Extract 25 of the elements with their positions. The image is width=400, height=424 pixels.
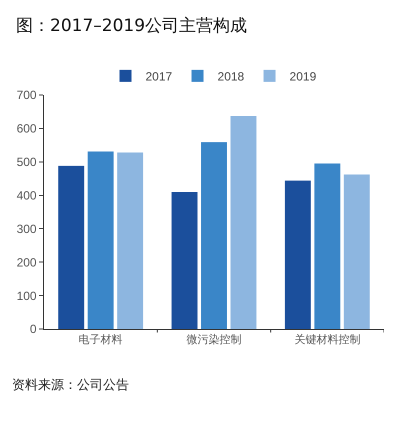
bar bbox=[284, 180, 311, 329]
x-tick-label: 电子材料 bbox=[78, 333, 123, 346]
y-tick-label: 400 bbox=[16, 188, 37, 202]
y-tick-label: 300 bbox=[16, 222, 37, 236]
legend-label: 2019 bbox=[290, 70, 317, 84]
y-tick-label: 200 bbox=[16, 255, 37, 270]
bar bbox=[88, 151, 114, 329]
bar bbox=[230, 116, 256, 329]
x-tick-label: 关键材料控制 bbox=[294, 333, 360, 346]
y-tick-label: 600 bbox=[16, 122, 37, 136]
y-tick-label: 700 bbox=[16, 88, 37, 102]
legend-label: 2017 bbox=[146, 70, 173, 84]
bar bbox=[117, 152, 144, 329]
bar bbox=[58, 166, 84, 329]
y-tick-label: 100 bbox=[16, 288, 37, 303]
x-tick-label: 微污染控制 bbox=[186, 333, 242, 346]
bar bbox=[344, 174, 370, 329]
y-tick-label: 0 bbox=[30, 322, 37, 336]
bar bbox=[172, 192, 198, 329]
bar bbox=[314, 164, 340, 329]
y-tick-label: 500 bbox=[16, 155, 37, 170]
legend-label: 2018 bbox=[218, 70, 245, 84]
text: 资料来源：公司公告 bbox=[12, 378, 129, 393]
bar bbox=[201, 142, 227, 329]
chart-title: 图：2017–2019公司主营构成 bbox=[16, 16, 248, 36]
